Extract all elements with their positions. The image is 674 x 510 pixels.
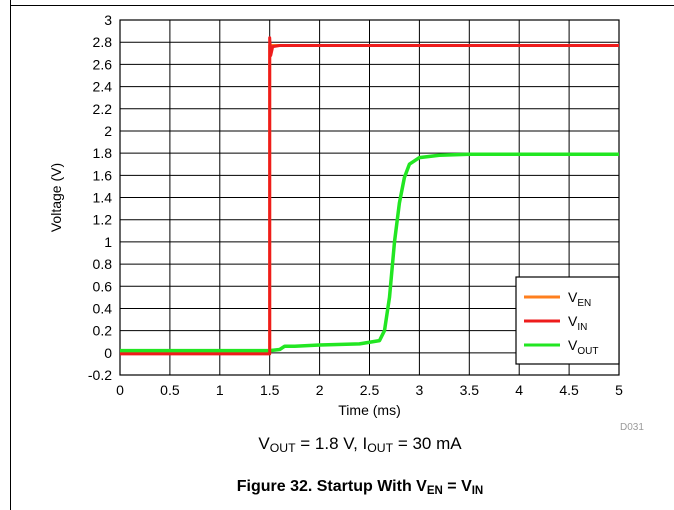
x-tick-label: 1.5: [260, 382, 280, 398]
y-tick-label: 3: [104, 12, 112, 28]
y-tick-label: 1.6: [93, 167, 113, 183]
y-tick-label: 1: [104, 234, 112, 250]
legend-label-main: V: [568, 289, 578, 305]
y-tick-label: 0.2: [93, 323, 113, 339]
y-axis-label: Voltage (V): [48, 163, 64, 232]
legend-label-ven: VEN: [568, 289, 591, 309]
page-border-left: [10, 0, 11, 510]
figure-caption-prefix: Figure 32. Startup With: [236, 478, 417, 495]
figure-caption: Figure 32. Startup With VEN = VIN: [160, 478, 560, 497]
x-axis-label: Time (ms): [338, 402, 400, 418]
x-tick-label: 4: [515, 382, 523, 398]
legend-label-subscript: EN: [577, 298, 591, 309]
figure-code: D031: [620, 422, 644, 433]
x-tick-label: 3.5: [460, 382, 480, 398]
page-border-top: [10, 5, 674, 6]
y-tick-label: 1.2: [93, 212, 113, 228]
legend-label-main: V: [568, 313, 578, 329]
startup-voltage-chart: 0 0.5 1 1.5 2 2.5 3 3.5 4 4.5 5-0.200.20.40.60.811…: [48, 12, 623, 418]
x-tick-label: 0: [116, 382, 124, 398]
caption-vout-value: = 1.8 V,: [295, 434, 363, 453]
figure-caption-ven-symbol: V: [416, 478, 427, 495]
test-conditions-caption: VOUT = 1.8 V, IOUT = 30 mA: [200, 434, 520, 454]
series-line-vin: [120, 36, 619, 356]
legend-label-vin: VIN: [568, 313, 587, 333]
figure-caption-vin-symbol: V: [461, 478, 472, 495]
figure-caption-equals: =: [442, 478, 462, 495]
caption-vout-symbol: V: [258, 434, 270, 453]
x-tick-label: 0.5: [160, 382, 180, 398]
y-tick-label: 1.4: [93, 190, 113, 206]
y-tick-label: 0: [104, 345, 112, 361]
caption-iout-symbol: I: [362, 434, 368, 453]
x-tick-label: 2: [316, 382, 324, 398]
x-tick-label: 4.5: [559, 382, 579, 398]
y-tick-label: 0.4: [93, 300, 113, 316]
figure-caption-vin-subscript: IN: [471, 484, 484, 497]
legend-label-main: V: [568, 337, 578, 353]
x-tick-label: 5: [615, 382, 623, 398]
y-tick-label: 2.4: [93, 79, 113, 95]
y-tick-label: -0.2: [88, 367, 112, 383]
y-tick-label: 1.8: [93, 145, 113, 161]
legend-label-vout: VOUT: [568, 337, 598, 357]
y-tick-label: 0.8: [93, 256, 113, 272]
y-tick-label: 2.6: [93, 56, 113, 72]
x-tick-label: 2.5: [360, 382, 380, 398]
caption-iout-subscript: OUT: [367, 441, 394, 456]
y-tick-label: 2: [104, 123, 112, 139]
caption-iout-value: = 30 mA: [393, 434, 462, 453]
y-tick-label: 0.6: [93, 278, 113, 294]
x-tick-label: 3: [416, 382, 424, 398]
x-tick-label: 1: [216, 382, 224, 398]
figure-caption-ven-subscript: EN: [426, 484, 443, 497]
legend-label-subscript: IN: [577, 322, 587, 333]
legend-label-subscript: OUT: [577, 346, 598, 357]
y-tick-label: 2.2: [93, 101, 113, 117]
y-tick-label: 2.8: [93, 34, 113, 50]
plot-border: [119, 19, 620, 376]
caption-vout-subscript: OUT: [269, 441, 296, 456]
series-line-vout: [120, 152, 619, 353]
